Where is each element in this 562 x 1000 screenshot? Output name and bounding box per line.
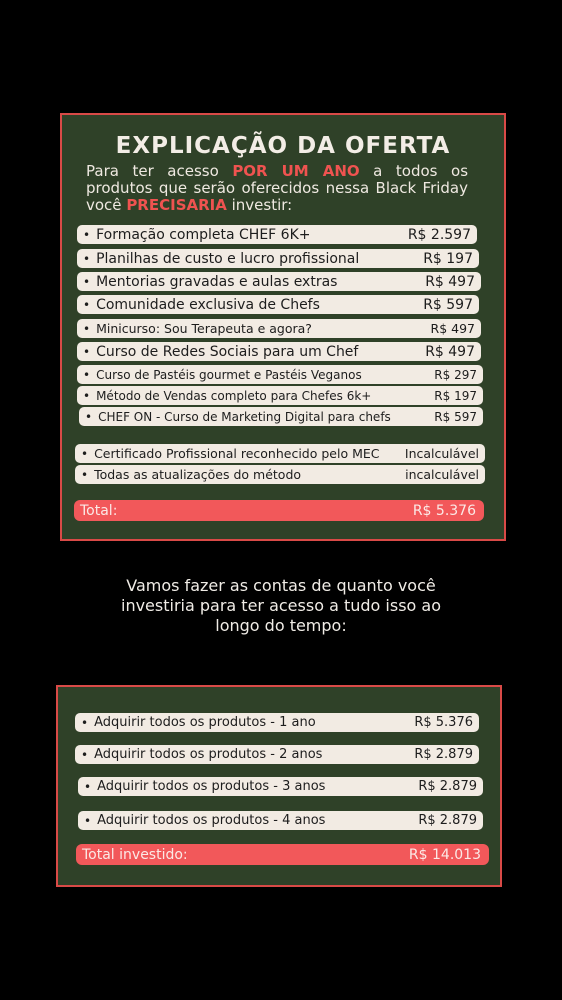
- calculation-item-label: Adquirir todos os produtos - 1 ano: [94, 715, 316, 730]
- bullet-icon: •: [83, 344, 91, 359]
- calculation-total-label: Total investido:: [82, 846, 188, 863]
- bullet-icon: •: [81, 715, 89, 730]
- bullet-icon: •: [81, 747, 89, 762]
- offer-item: • Curso de Redes Sociais para um Chef R$ …: [77, 342, 481, 361]
- offer-item: • Planilhas de custo e lucro profissional…: [77, 249, 479, 268]
- offer-total-label: Total:: [80, 502, 118, 519]
- offer-item-price: R$ 197: [434, 388, 477, 403]
- bullet-icon: •: [81, 446, 89, 461]
- calculation-item: • Adquirir todos os produtos - 3 anos R$ …: [78, 777, 483, 796]
- offer-item-label: Minicurso: Sou Terapeuta e agora?: [96, 321, 312, 336]
- offer-total-bar: Total: R$ 5.376: [74, 500, 484, 521]
- intro-highlight-would-need: PRECISARIA: [126, 196, 227, 214]
- offer-item-price: R$ 597: [423, 296, 473, 313]
- calculation-item: • Adquirir todos os produtos - 4 anos R$ …: [78, 811, 483, 830]
- offer-item-price: R$ 597: [434, 409, 477, 424]
- calculation-panel: • Adquirir todos os produtos - 1 ano R$ 5…: [56, 685, 502, 887]
- offer-item-label: Curso de Pastéis gourmet e Pastéis Vegan…: [96, 367, 362, 382]
- calculation-total-value: R$ 14.013: [408, 846, 481, 863]
- bullet-icon: •: [83, 321, 91, 336]
- calculation-item: • Adquirir todos os produtos - 1 ano R$ 5…: [75, 713, 479, 732]
- offer-item-label: CHEF ON - Curso de Marketing Digital par…: [98, 409, 391, 424]
- bullet-icon: •: [83, 274, 91, 289]
- offer-item-price: R$ 2.597: [407, 226, 471, 243]
- offer-title: EXPLICAÇÃO DA OFERTA: [115, 133, 451, 159]
- offer-item-price: R$ 497: [425, 343, 475, 360]
- calculation-item-price: R$ 2.879: [418, 813, 477, 828]
- offer-item-label: Mentorias gravadas e aulas extras: [96, 273, 338, 290]
- bullet-icon: •: [84, 813, 92, 828]
- offer-item-label: Formação completa CHEF 6K+: [96, 226, 311, 243]
- offer-extra-item: • Certificado Profissional reconhecido pe…: [75, 444, 485, 463]
- offer-extra-label: Todas as atualizações do método: [94, 467, 302, 482]
- calculation-item-price: R$ 2.879: [414, 747, 473, 762]
- offer-item-price: R$ 297: [434, 367, 477, 382]
- bullet-icon: •: [85, 409, 93, 424]
- offer-item: • Curso de Pastéis gourmet e Pastéis Vega…: [77, 365, 483, 384]
- calculation-item-label: Adquirir todos os produtos - 3 anos: [97, 779, 326, 794]
- calculation-item: • Adquirir todos os produtos - 2 anos R$ …: [75, 745, 479, 764]
- calculation-item-label: Adquirir todos os produtos - 2 anos: [94, 747, 323, 762]
- offer-item: • CHEF ON - Curso de Marketing Digital pa…: [79, 407, 483, 426]
- offer-extra-label: Certificado Profissional reconhecido pel…: [94, 446, 380, 461]
- calculation-intro-text: Vamos fazer as contas de quanto você inv…: [0, 576, 562, 636]
- offer-item-label: Comunidade exclusiva de Chefs: [96, 296, 320, 313]
- offer-item-label: Curso de Redes Sociais para um Chef: [96, 343, 359, 360]
- bullet-icon: •: [81, 467, 89, 482]
- offer-item: • Comunidade exclusiva de Chefs R$ 597: [77, 295, 479, 314]
- calculation-item-label: Adquirir todos os produtos - 4 anos: [97, 813, 326, 828]
- offer-item: • Formação completa CHEF 6K+ R$ 2.597: [77, 225, 477, 244]
- intro-text-3: investir:: [226, 196, 293, 214]
- calculation-item-price: R$ 2.879: [418, 779, 477, 794]
- offer-item-label: Planilhas de custo e lucro profissional: [96, 250, 360, 267]
- bullet-icon: •: [83, 227, 91, 242]
- intro-text-2: a todos os produtos que serão oferecidos…: [86, 162, 469, 214]
- offer-extra-price: incalculável: [405, 467, 479, 482]
- intro-highlight-one-year: POR UM ANO: [232, 162, 360, 180]
- offer-intro: Para ter acesso POR UM ANO a todos os pr…: [86, 163, 468, 214]
- bullet-icon: •: [83, 367, 91, 382]
- offer-extra-item: • Todas as atualizações do método incalcu…: [75, 465, 485, 484]
- offer-item: • Minicurso: Sou Terapeuta e agora? R$ 49…: [77, 319, 481, 338]
- offer-item: • Método de Vendas completo para Chefes 6…: [77, 386, 483, 405]
- offer-item-price: R$ 197: [423, 250, 473, 267]
- offer-total-value: R$ 5.376: [412, 502, 476, 519]
- bullet-icon: •: [83, 388, 91, 403]
- offer-item: • Mentorias gravadas e aulas extras R$ 49…: [77, 272, 481, 291]
- calculation-intro-line: longo do tempo:: [215, 616, 347, 635]
- offer-item-price: R$ 497: [425, 273, 475, 290]
- offer-extra-price: Incalculável: [404, 446, 479, 461]
- bullet-icon: •: [84, 779, 92, 794]
- calculation-intro-line: Vamos fazer as contas de quanto você: [126, 576, 436, 595]
- calculation-intro-line: investiria para ter acesso a tudo isso a…: [121, 596, 441, 615]
- intro-text-1: Para ter acesso: [86, 162, 233, 180]
- offer-item-price: R$ 497: [430, 321, 475, 336]
- calculation-item-price: R$ 5.376: [414, 715, 473, 730]
- offer-panel: EXPLICAÇÃO DA OFERTA Para ter acesso POR…: [60, 113, 506, 541]
- bullet-icon: •: [83, 297, 91, 312]
- calculation-total-bar: Total investido: R$ 14.013: [76, 844, 489, 865]
- offer-item-label: Método de Vendas completo para Chefes 6k…: [96, 388, 372, 403]
- bullet-icon: •: [83, 251, 91, 266]
